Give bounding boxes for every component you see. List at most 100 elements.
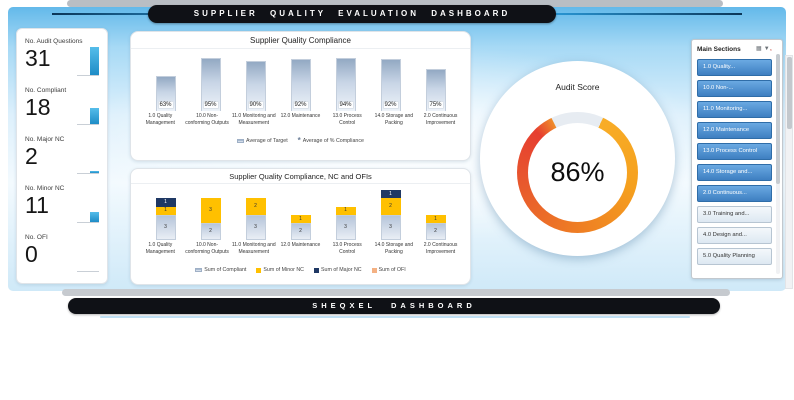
gauge-center: 86%: [528, 123, 627, 222]
stack-segment: 1: [335, 206, 356, 215]
bar-value-label: 90%: [247, 101, 264, 109]
category-label: 13.0 Process Control: [332, 113, 362, 126]
slicer-item[interactable]: 4.0 Design and...: [697, 227, 772, 244]
legend-item: * Average of % Compliance: [298, 137, 364, 145]
slicer-item[interactable]: 5.0 Quality Planning: [697, 248, 772, 265]
legend-label: Sum of Major NC: [321, 267, 362, 273]
segment-value: 1: [434, 215, 437, 222]
compliance-bar: 63%: [155, 55, 176, 111]
legend-marker: [371, 267, 377, 273]
legend-marker: [256, 267, 262, 273]
compliance-categories: 1.0 Quality Management 10.0 Non-conformin…: [137, 113, 464, 135]
kpi-row: No. Minor NC 11: [25, 181, 99, 230]
stack-segment: 2: [245, 198, 266, 215]
segment-value: 2: [389, 203, 392, 210]
segment-value: 3: [164, 224, 167, 230]
slicer-item[interactable]: 1.0 Quality...: [697, 59, 772, 76]
kpi-label: No. OFI: [25, 234, 48, 241]
compliance-bar: 94%: [335, 55, 356, 111]
slicer-item[interactable]: 10.0 Non-...: [697, 80, 772, 97]
footer-bar: SHEQXEL DASHBOARD: [68, 298, 720, 314]
clear-filter-icon[interactable]: ▼×: [763, 46, 772, 52]
footer-accent-line: [100, 316, 690, 318]
segment-value: 3: [344, 224, 347, 230]
audit-score-gauge: Audit Score 86%: [480, 61, 675, 256]
nc-ofi-chart-title: Supplier Quality Compliance, NC and OFIs: [131, 169, 470, 184]
vertical-scrollbar[interactable]: [785, 55, 793, 289]
compliance-bar: 92%: [290, 55, 311, 111]
bar-value-label: 92%: [292, 101, 309, 109]
stack-segment: 1: [425, 215, 446, 224]
legend-label: Sum of Compliant: [204, 267, 247, 273]
legend-marker: [237, 139, 245, 143]
slicer-item[interactable]: 12.0 Maintenance: [697, 122, 772, 139]
stack-segment: 2: [425, 223, 446, 240]
segment-value: 1: [389, 190, 392, 197]
kpi-label: No. Minor NC: [25, 185, 65, 192]
category-label: 10.0 Non-conforming Outputs: [185, 113, 229, 126]
category-label: 11.0 Monitoring and Measurement: [231, 113, 276, 126]
slicer-item[interactable]: 13.0 Process Control: [697, 143, 772, 160]
compliance-chart-title: Supplier Quality Compliance: [131, 32, 470, 49]
category-label: 10.0 Non-conforming Outputs: [185, 242, 229, 255]
kpi-value: 31: [25, 45, 51, 71]
legend-label: Average of Target: [246, 138, 288, 144]
legend-label: Sum of OFI: [378, 267, 406, 273]
kpi-sparkline: [77, 46, 99, 76]
clear-filter-x-icon: ×: [769, 47, 772, 52]
category-label: 2.0 Continuous Improvement: [423, 242, 458, 255]
compliance-bar: 90%: [245, 55, 266, 111]
category-label: 13.0 Process Control: [332, 242, 362, 255]
stack-segment: 3: [245, 215, 266, 240]
stack-segment: 3: [380, 215, 401, 240]
slicer-item[interactable]: 3.0 Training and...: [697, 206, 772, 223]
stack-segment: 1: [155, 198, 176, 207]
slicer-item[interactable]: 11.0 Monitoring...: [697, 101, 772, 118]
bar-value-label: 63%: [157, 101, 174, 109]
slicer-item[interactable]: 14.0 Storage and...: [697, 164, 772, 181]
gauge-value: 86%: [550, 157, 605, 187]
kpi-row: No. Major NC 2: [25, 132, 99, 181]
category-label: 1.0 Quality Management: [145, 242, 175, 255]
kpi-sparkline: [77, 242, 99, 272]
bar-fill: [245, 61, 266, 111]
gauge-title: Audit Score: [555, 82, 600, 92]
stack-segment: 3: [155, 215, 176, 240]
segment-value: 2: [254, 203, 257, 210]
category-label: 1.0 Quality Management: [145, 113, 175, 126]
kpi-sparkline: [77, 95, 99, 125]
kpi-panel: No. Audit Questions 31 No. Compliant 18 No. …: [16, 28, 108, 284]
nc-ofi-chart-card: Supplier Quality Compliance, NC and OFIs…: [130, 168, 471, 285]
kpi-list: No. Audit Questions 31 No. Compliant 18 No. …: [25, 34, 99, 279]
segment-value: 2: [299, 228, 302, 235]
kpi-row: No. Compliant 18: [25, 83, 99, 132]
kpi-sparkline-bar: [90, 108, 99, 124]
bar-fill: [290, 59, 311, 111]
legend-marker: [314, 267, 319, 273]
kpi-sparkline: [77, 144, 99, 174]
slicer-scrollbar-thumb[interactable]: [776, 54, 780, 184]
segment-value: 1: [299, 215, 302, 222]
main-sections-slicer: Main Sections ▦ ▼× 1.0 Quality... 10.0 No…: [691, 39, 783, 279]
slicer-toolbar: ▦ ▼×: [756, 46, 772, 53]
footer-title: SHEQXEL DASHBOARD: [312, 301, 476, 310]
slicer-scrollbar[interactable]: [776, 54, 780, 274]
slicer-header: Main Sections ▦ ▼×: [697, 44, 772, 55]
kpi-label: No. Compliant: [25, 87, 67, 94]
bar-value-label: 94%: [337, 101, 354, 109]
window-top-edge: [67, 0, 723, 7]
multi-select-icon[interactable]: ▦: [756, 46, 762, 52]
bar-fill: [335, 58, 356, 111]
vertical-scrollbar-thumb[interactable]: [787, 57, 792, 129]
bar-fill: [380, 59, 401, 111]
category-label: 2.0 Continuous Improvement: [423, 113, 458, 126]
legend-marker: [195, 268, 203, 272]
nc-stacked-bar: 3 1 1: [155, 190, 176, 240]
kpi-sparkline-bar: [90, 47, 99, 75]
kpi-sparkline-bar: [90, 212, 99, 222]
slicer-item[interactable]: 2.0 Continuous...: [697, 185, 772, 202]
legend-item: Average of Target: [237, 138, 288, 144]
